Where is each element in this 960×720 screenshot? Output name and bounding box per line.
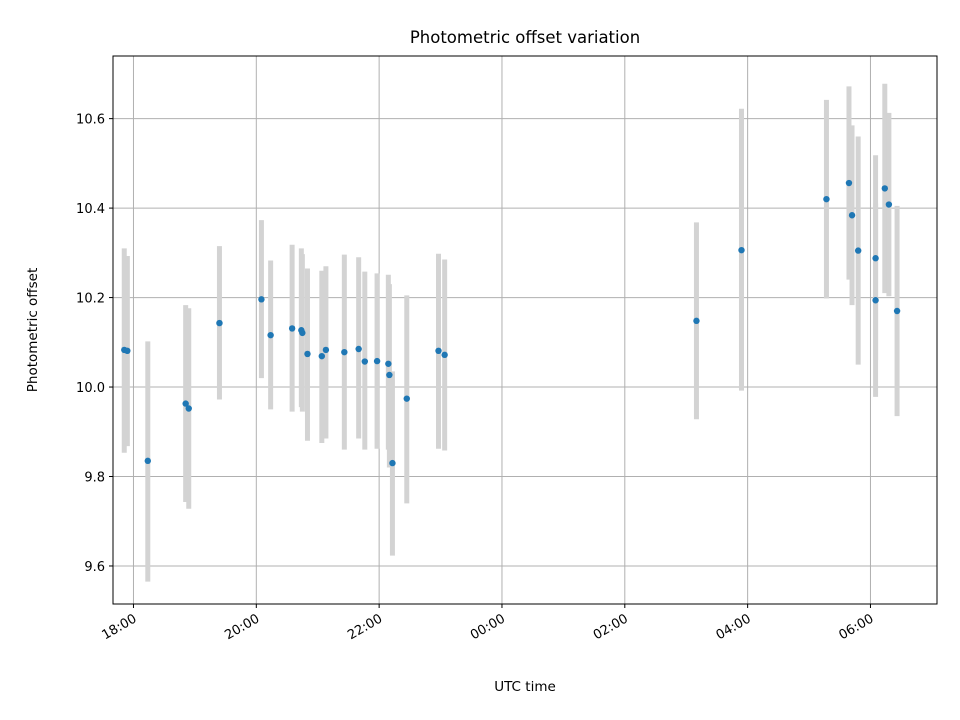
y-tick-label: 10.0 (76, 381, 105, 396)
y-axis-label: Photometric offset (25, 268, 41, 392)
y-tick-label: 10.6 (76, 113, 105, 128)
data-point (386, 371, 393, 379)
chart-title: Photometric offset variation (410, 28, 640, 47)
data-point (182, 400, 189, 407)
y-tick-label: 9.6 (84, 560, 105, 575)
data-point (304, 350, 311, 358)
data-point (318, 352, 326, 360)
data-point (258, 296, 265, 303)
data-point (124, 347, 131, 355)
data-point (185, 405, 192, 412)
data-point (872, 297, 879, 304)
data-point (823, 195, 830, 203)
data-point (267, 331, 274, 339)
y-tick-label: 10.2 (76, 292, 105, 307)
data-point (854, 247, 862, 254)
data-point (341, 348, 348, 356)
data-point (373, 357, 381, 365)
data-point (738, 246, 745, 254)
data-point (299, 329, 306, 337)
data-point (288, 325, 296, 332)
data-point (361, 358, 369, 365)
data-points (121, 179, 901, 467)
data-point (389, 459, 396, 467)
data-point (144, 457, 152, 465)
data-point (435, 347, 442, 355)
grid-lines (113, 56, 937, 604)
data-point (322, 346, 330, 354)
data-point (885, 201, 893, 208)
data-point (872, 255, 879, 262)
plot-frame (112, 55, 938, 605)
y-tick-label: 9.8 (84, 471, 105, 486)
data-point (893, 307, 901, 315)
data-point (881, 185, 888, 192)
data-point (848, 212, 856, 219)
y-tick-label: 10.4 (76, 202, 105, 217)
data-point (216, 319, 223, 327)
y-axis-ticks: 9.6 9.8 10.0 10.2 10.4 10.6 (76, 113, 113, 575)
data-point (403, 395, 410, 402)
data-point (355, 345, 362, 353)
x-axis-label: UTC time (494, 679, 556, 695)
data-point (385, 360, 392, 367)
data-point (845, 179, 853, 187)
data-point (693, 317, 700, 325)
data-point (441, 351, 448, 359)
